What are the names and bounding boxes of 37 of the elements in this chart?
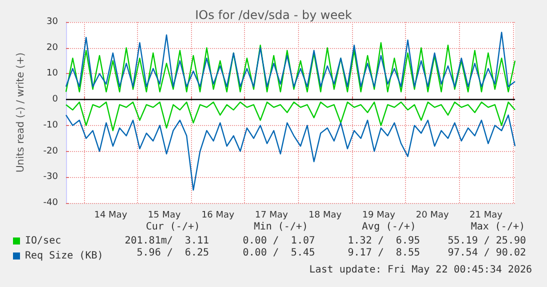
y-tick-label: -20 <box>43 146 58 156</box>
text: Avg (-/+) <box>362 222 416 232</box>
x-tick-label: 18 May <box>308 210 342 220</box>
text: 97.54 / 90.02 <box>448 248 526 258</box>
x-tick-label: 14 May <box>94 210 128 220</box>
text: 201.81m/ 3.11 <box>124 236 210 246</box>
x-tick-label: 17 May <box>255 210 289 220</box>
text: Cur (-/+) <box>146 222 200 232</box>
x-tick-label: 19 May <box>362 210 396 220</box>
y-tick-label: -10 <box>43 120 58 130</box>
y-tick-label: 0 <box>52 94 58 105</box>
text: 1.32 / 6.95 <box>348 236 420 246</box>
line-series <box>65 114 516 191</box>
line-series <box>65 32 516 88</box>
x-tick-label: 16 May <box>201 210 236 220</box>
text: Min (-/+) <box>254 222 308 232</box>
y-tick-label: -30 <box>43 172 58 182</box>
text: 5.96 / 6.25 <box>136 248 210 258</box>
x-tick-label: 15 May <box>148 210 182 220</box>
x-tick-label: 21 May <box>470 210 504 220</box>
text: Last update: Fri May 22 00:45:34 2026 <box>309 264 532 276</box>
text: 0.00 / 1.07 <box>242 236 316 246</box>
text: Max (-/+) <box>470 222 526 232</box>
y-tick-label: -40 <box>43 198 58 208</box>
text: 0.00 / 5.45 <box>242 248 316 258</box>
line-series <box>65 42 516 92</box>
x-tick-label: 20 May <box>416 210 450 220</box>
y-tick-label: 20 <box>46 42 58 53</box>
legend-label: IO/sec <box>25 236 62 246</box>
text: 55.19 / 25.90 <box>448 236 526 246</box>
text: 9.17 / 8.55 <box>348 248 420 258</box>
y-tick-label: 10 <box>46 68 58 79</box>
legend-label: Req Size (KB) <box>25 250 104 262</box>
y-axis-title: Units read (-) / write (+) <box>16 52 26 173</box>
y-tick-label: 30 <box>46 17 58 27</box>
chart-title: IOs for /dev/sda - by week <box>195 8 352 22</box>
line-series <box>65 102 516 132</box>
